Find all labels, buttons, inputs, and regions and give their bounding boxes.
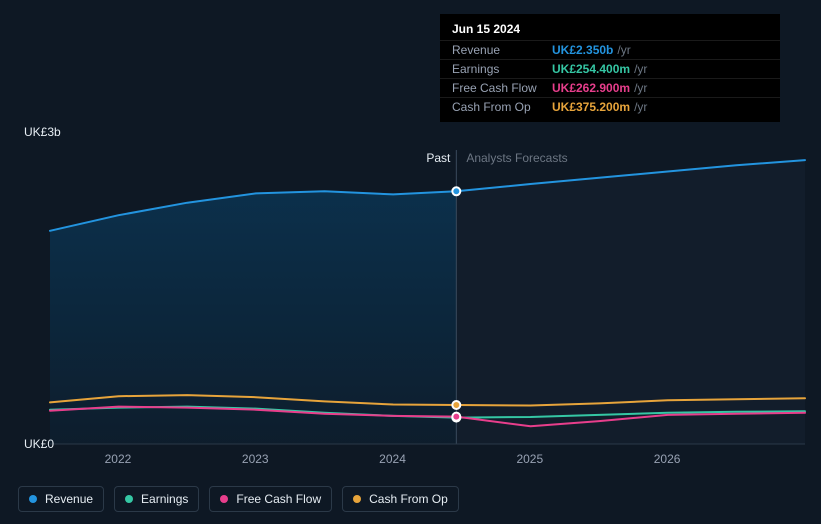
x-axis-label: 2022 <box>105 452 132 466</box>
legend-label: Earnings <box>141 492 188 506</box>
y-axis-label: UK£0 <box>24 437 54 451</box>
legend-label: Cash From Op <box>369 492 448 506</box>
tooltip-rows: RevenueUK£2.350b/yrEarningsUK£254.400m/y… <box>440 40 780 116</box>
legend-item[interactable]: Revenue <box>18 486 104 512</box>
tooltip-row-suffix: /yr <box>634 62 647 76</box>
legend-item[interactable]: Earnings <box>114 486 199 512</box>
tooltip-row-value: UK£254.400m <box>552 62 630 76</box>
past-label: Past <box>426 151 450 165</box>
tooltip-row-value: UK£262.900m <box>552 81 630 95</box>
tooltip-row-label: Free Cash Flow <box>452 81 552 95</box>
x-axis-label: 2024 <box>379 452 406 466</box>
legend-dot-icon <box>220 495 228 503</box>
y-axis-label: UK£3b <box>24 125 61 139</box>
tooltip-row: EarningsUK£254.400m/yr <box>440 59 780 78</box>
x-axis-label: 2026 <box>654 452 681 466</box>
chart-tooltip: Jun 15 2024 RevenueUK£2.350b/yrEarningsU… <box>440 14 780 122</box>
tooltip-row-suffix: /yr <box>634 81 647 95</box>
x-axis-label: 2025 <box>516 452 543 466</box>
tooltip-row: RevenueUK£2.350b/yr <box>440 40 780 59</box>
x-axis-label: 2023 <box>242 452 269 466</box>
tooltip-row-suffix: /yr <box>617 43 630 57</box>
legend-dot-icon <box>353 495 361 503</box>
tooltip-row-label: Earnings <box>452 62 552 76</box>
forecast-label: Analysts Forecasts <box>466 151 567 165</box>
legend-item[interactable]: Cash From Op <box>342 486 459 512</box>
legend-dot-icon <box>125 495 133 503</box>
legend-dot-icon <box>29 495 37 503</box>
tooltip-row-suffix: /yr <box>634 100 647 114</box>
legend-label: Free Cash Flow <box>236 492 321 506</box>
tooltip-row: Cash From OpUK£375.200m/yr <box>440 97 780 116</box>
tooltip-row-label: Revenue <box>452 43 552 57</box>
legend: Revenue Earnings Free Cash Flow Cash From O… <box>18 486 459 512</box>
legend-item[interactable]: Free Cash Flow <box>209 486 332 512</box>
financial-chart: Jun 15 2024 RevenueUK£2.350b/yrEarningsU… <box>0 0 821 524</box>
tooltip-row-value: UK£375.200m <box>552 100 630 114</box>
legend-label: Revenue <box>45 492 93 506</box>
tooltip-row: Free Cash FlowUK£262.900m/yr <box>440 78 780 97</box>
tooltip-date: Jun 15 2024 <box>440 20 780 40</box>
tooltip-row-label: Cash From Op <box>452 100 552 114</box>
tooltip-row-value: UK£2.350b <box>552 43 613 57</box>
